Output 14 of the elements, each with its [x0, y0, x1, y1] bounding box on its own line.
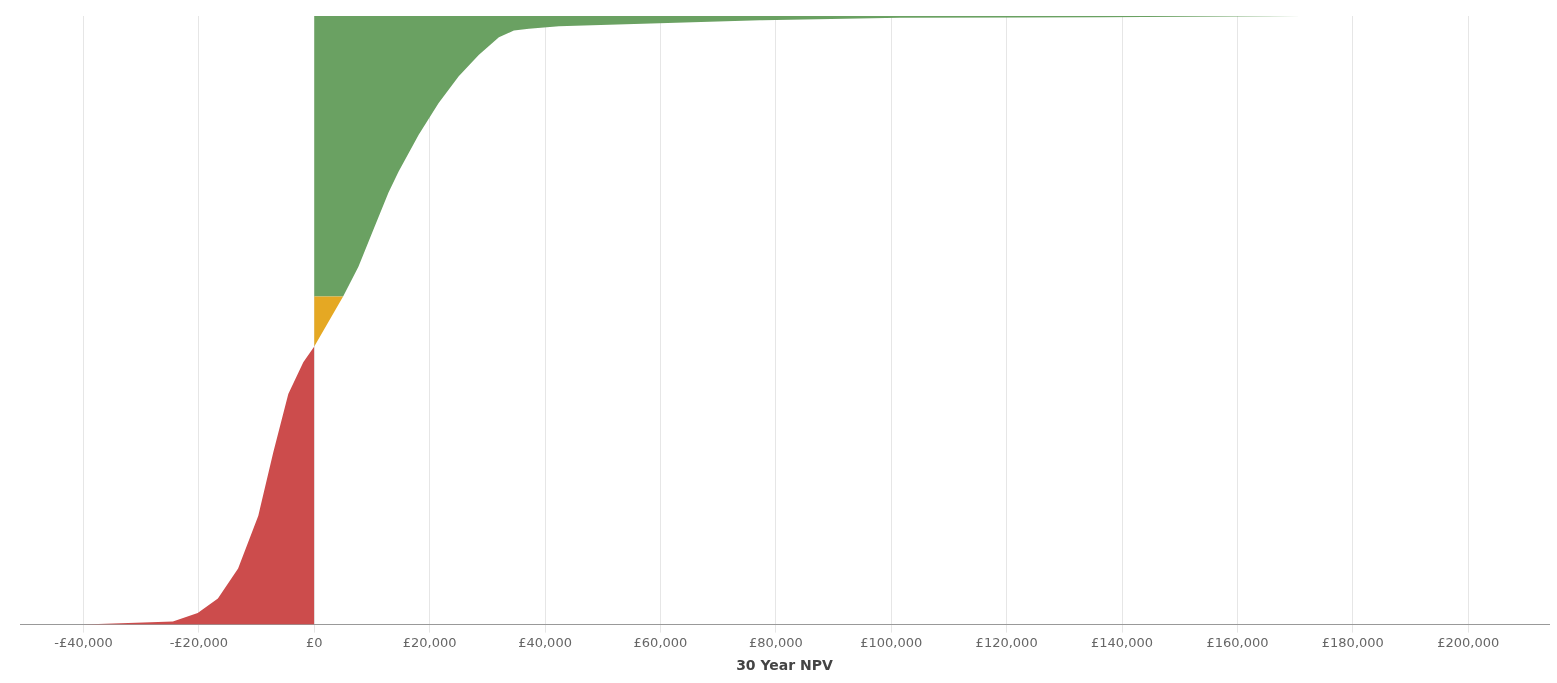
x-tick-label: £100,000 [860, 634, 923, 650]
x-tick-label: -£20,000 [169, 634, 229, 650]
x-tick-label: £0 [305, 634, 323, 650]
x-tick-label: £60,000 [633, 634, 688, 650]
x-tick-label: £180,000 [1321, 634, 1384, 650]
x-tick-label: £40,000 [518, 634, 572, 650]
x-tick-label: £160,000 [1206, 634, 1269, 650]
x-tick-label: £140,000 [1091, 634, 1154, 650]
x-axis-title: 30 Year NPV [736, 657, 834, 674]
x-tick-label: £120,000 [975, 634, 1038, 650]
x-tick-label: £200,000 [1437, 634, 1500, 650]
x-tick-label: £20,000 [402, 634, 457, 650]
x-tick-label: -£40,000 [54, 634, 113, 650]
x-tick-label: £80,000 [748, 634, 803, 650]
